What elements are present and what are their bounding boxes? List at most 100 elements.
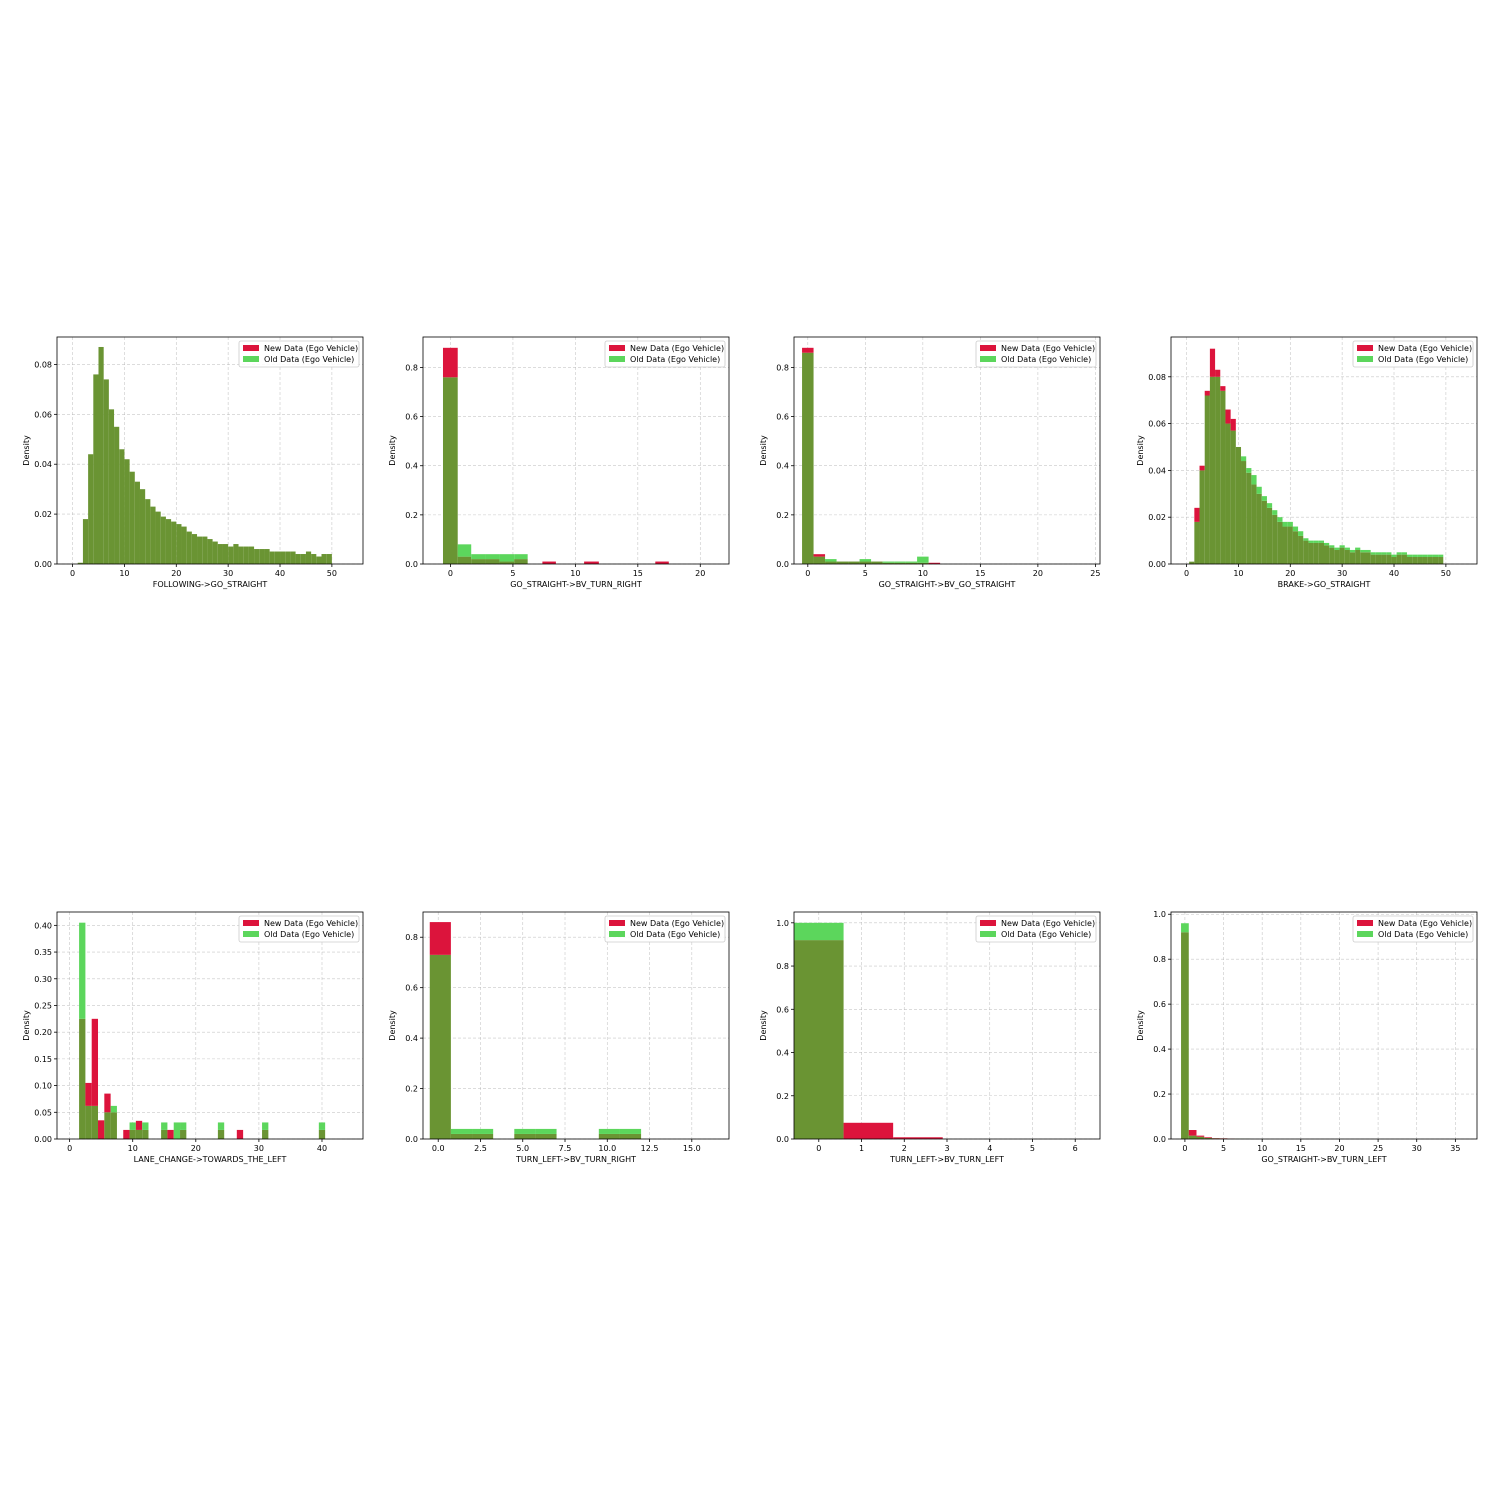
bar-new-data — [584, 561, 599, 564]
bar-overlap — [1412, 556, 1418, 564]
bar-old-data — [1266, 503, 1273, 508]
legend-box — [604, 915, 726, 943]
bar-new-data — [91, 1018, 99, 1106]
legend-label-new: New Data (Ego Vehicle) — [1378, 344, 1472, 353]
y-tick-label: 0.4 — [776, 1049, 789, 1058]
grid — [794, 337, 1100, 565]
bar-old-data — [1370, 552, 1376, 555]
bar-old-data — [110, 1105, 117, 1113]
bars — [1181, 923, 1251, 1139]
bar-overlap — [1422, 556, 1428, 564]
bar-new-data — [1215, 369, 1221, 377]
bar-overlap — [160, 516, 166, 564]
bar-overlap — [1256, 493, 1262, 564]
bar-overlap — [79, 1018, 86, 1139]
x-axis-label: GO_STRAIGHT->BV_GO_STRAIGHT — [879, 580, 1016, 589]
x-tick-label: 0 — [805, 569, 810, 578]
bar-overlap — [180, 1129, 187, 1139]
legend-swatch-new — [243, 920, 259, 926]
bar-overlap — [1324, 545, 1330, 564]
bar-new-data — [813, 554, 826, 557]
bar-old-data — [1417, 554, 1423, 557]
x-tick-label: 20 — [1033, 569, 1043, 578]
legend-swatch-old — [1357, 356, 1373, 362]
legend-swatch-new — [980, 345, 996, 351]
bar-overlap — [254, 549, 260, 564]
x-tick-label: 5 — [510, 569, 515, 578]
bar-overlap — [619, 1133, 642, 1139]
y-tick-label: 0.0 — [776, 560, 789, 569]
bar-new-data — [928, 562, 941, 564]
bar-old-data — [485, 554, 500, 560]
y-tick-label: 0.00 — [34, 560, 52, 569]
bar-old-data — [217, 1122, 225, 1130]
y-tick-label: 0.2 — [405, 511, 418, 520]
bar-overlap — [186, 531, 192, 564]
bar-old-data — [794, 922, 844, 941]
bar-old-data — [1298, 531, 1304, 536]
bar-overlap — [1277, 521, 1283, 564]
bar-overlap — [1406, 556, 1413, 564]
legend: New Data (Ego Vehicle) Old Data (Ego Vehi… — [1352, 340, 1474, 368]
legend-label-new: New Data (Ego Vehicle) — [264, 344, 358, 353]
x-tick-label: 50 — [327, 569, 337, 578]
x-tick-label: 2 — [902, 1144, 907, 1153]
bar-overlap — [429, 954, 451, 1139]
x-tick-label: 0 — [1184, 569, 1189, 578]
bar-old-data — [1251, 475, 1257, 485]
y-tick-label: 1.0 — [1153, 910, 1166, 919]
axes-frame — [1170, 911, 1478, 1140]
x-tick-label: 20 — [171, 569, 181, 578]
x-tick-label: 20 — [1334, 1144, 1344, 1153]
y-tick-label: 0.4 — [405, 1034, 418, 1043]
y-tick-label: 0.08 — [34, 360, 52, 369]
x-tick-label: 30 — [1337, 569, 1347, 578]
x-tick-label: 40 — [317, 1144, 327, 1153]
bar-new-data — [1209, 348, 1216, 377]
legend-label-old: Old Data (Ego Vehicle) — [630, 355, 720, 364]
bar-overlap — [1196, 1136, 1205, 1139]
x-tick-label: 12.5 — [641, 1144, 659, 1153]
y-tick-label: 0.0 — [1153, 1135, 1166, 1144]
bar-old-data — [1344, 547, 1350, 550]
x-tick-label: 35 — [1450, 1144, 1460, 1153]
bar-old-data — [173, 1122, 181, 1139]
legend-swatch-new — [1357, 345, 1373, 351]
bar-old-data — [1339, 545, 1345, 548]
y-tick-label: 0.6 — [405, 984, 418, 993]
bar-overlap — [1272, 514, 1278, 564]
bar-overlap — [1188, 1135, 1197, 1139]
y-tick-label: 0.04 — [34, 460, 52, 469]
bar-old-data — [917, 556, 929, 563]
y-tick-label: 0.2 — [1153, 1090, 1166, 1099]
legend-box — [1352, 915, 1474, 943]
bar-old-data — [180, 1122, 187, 1130]
x-tick-label: 5 — [1221, 1144, 1226, 1153]
bar-overlap — [108, 409, 115, 564]
bar-overlap — [1251, 484, 1257, 564]
x-tick-label: 0 — [1182, 1144, 1187, 1153]
bar-new-data — [442, 347, 458, 378]
bar-overlap — [1365, 552, 1371, 564]
bar-overlap — [233, 544, 239, 564]
bar-overlap — [905, 562, 918, 564]
x-tick-label: 25 — [1090, 569, 1100, 578]
y-tick-label: 0.35 — [34, 948, 52, 957]
subplot-4: 0 10 20 30 40 50 0.00 0.02 0.04 0.06 0.08 BRAKE->GO… — [1136, 336, 1478, 589]
bar-overlap — [1344, 549, 1350, 564]
x-tick-label: 25 — [1373, 1144, 1383, 1153]
bar-new-data — [167, 1129, 174, 1139]
bar-old-data — [1391, 554, 1397, 557]
y-tick-label: 0.0 — [776, 1135, 789, 1144]
bar-overlap — [859, 561, 872, 564]
y-axis-label: Density — [759, 1010, 768, 1041]
bar-overlap — [238, 546, 244, 564]
bar-old-data — [825, 559, 837, 562]
y-tick-label: 0.20 — [34, 1028, 52, 1037]
bar-overlap — [794, 940, 844, 1139]
bar-overlap — [1189, 561, 1195, 564]
bar-old-data — [894, 561, 906, 563]
bar-overlap — [535, 1133, 557, 1139]
x-tick-label: 0 — [70, 569, 75, 578]
